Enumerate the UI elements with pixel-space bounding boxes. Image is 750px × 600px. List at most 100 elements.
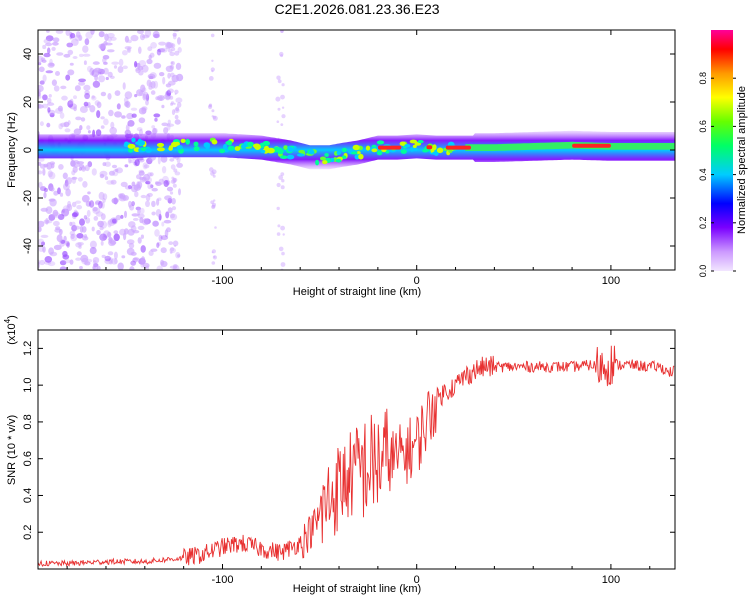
noise-speck [173,107,180,114]
noise-speck [71,212,78,218]
noise-speck [75,200,82,204]
noise-speck [45,70,54,74]
spectral-blob [324,153,329,157]
noise-speck [115,214,122,221]
noise-speck [67,69,75,76]
noise-speck [96,229,101,236]
noise-speck [141,106,148,111]
noise-speck [75,116,82,121]
noise-speck [141,64,149,73]
spectral-blob [335,158,342,163]
noise-speck [82,181,88,188]
noise-speck [111,61,120,65]
noise-speck [72,56,78,59]
noise-speck [99,170,108,177]
noise-speck [137,181,143,189]
noise-speck [145,193,151,202]
noise-speck [170,164,176,170]
noise-speck [121,255,126,259]
noise-speck [158,41,167,46]
noise-speck [174,50,180,56]
noise-speck [42,168,46,176]
noise-speck [45,42,53,47]
noise-speck [120,181,128,188]
noise-speck [87,130,91,134]
noise-speck [128,200,132,208]
noise-speck [92,257,100,264]
noise-speck [98,75,106,83]
noise-speck [56,52,64,56]
noise-speck [126,247,135,256]
noise-speck [170,61,175,66]
noise-speck [85,217,91,224]
noise-speck [172,32,177,37]
spectral-blob [404,144,411,148]
noise-speck [84,38,90,46]
noise-speck [123,97,129,104]
noise-speck [111,218,117,224]
noise-speck [156,198,160,206]
noise-speck [109,127,117,135]
noise-speck [212,115,218,121]
noise-speck [71,170,76,176]
spectrogram-plot-area [38,30,675,270]
spectral-blob [358,153,364,160]
noise-speck [152,127,157,135]
spectral-blob [422,148,429,153]
noise-speck [80,254,89,263]
noise-speck [281,83,285,87]
noise-speck [174,171,181,176]
noise-speck [173,264,178,269]
noise-speck [66,203,73,212]
noise-speck [149,172,154,177]
spectrogram-panel: -100 0 100 -40 -20 0 20 40 Height of straight l… [6,29,676,298]
noise-speck [61,208,70,217]
noise-speck [95,211,104,217]
spectral-blob [211,139,218,145]
noise-speck [75,257,82,261]
noise-speck [280,172,285,177]
noise-speck [159,96,163,101]
noise-speck [140,245,146,253]
noise-speck [177,47,182,53]
noise-speck [83,234,88,239]
noise-speck [102,193,108,201]
noise-speck [156,265,163,270]
noise-speck [123,228,129,235]
noise-speck [81,166,86,172]
spectral-blob [356,151,361,155]
noise-speck [157,156,161,165]
noise-speck [59,260,67,266]
noise-speck [148,85,153,90]
noise-speck [176,162,184,168]
noise-speck [174,114,179,120]
noise-speck [44,256,53,263]
noise-speck [163,219,172,224]
noise-speck [169,72,175,78]
spectral-blob [219,148,226,154]
noise-speck [134,159,140,167]
noise-speck [118,58,124,67]
noise-speck [52,37,60,43]
snr-axes: -100 0 100 0.2 0.4 0.6 0.8 1.0 1.2 [22,330,675,586]
snr-x-tick-label: 0 [414,574,420,586]
snr-y-tick-label: 0.2 [22,525,34,540]
noise-speck [117,262,124,270]
spectral-blob [171,141,178,148]
noise-speck [82,45,89,53]
noise-speck [137,237,142,244]
noise-speck [130,184,138,193]
colorbar-tick-label: 0.6 [698,120,708,133]
noise-speck [124,210,127,219]
noise-speck [157,48,166,53]
noise-speck [173,102,176,105]
noise-speck [65,30,71,36]
noise-speck [175,252,181,259]
noise-speck [107,71,113,78]
noise-speck [48,171,56,180]
spectral-peak [426,145,433,150]
noise-speck [91,95,95,99]
noise-speck [71,176,77,184]
noise-speck [47,47,51,54]
noise-speck [169,95,174,100]
